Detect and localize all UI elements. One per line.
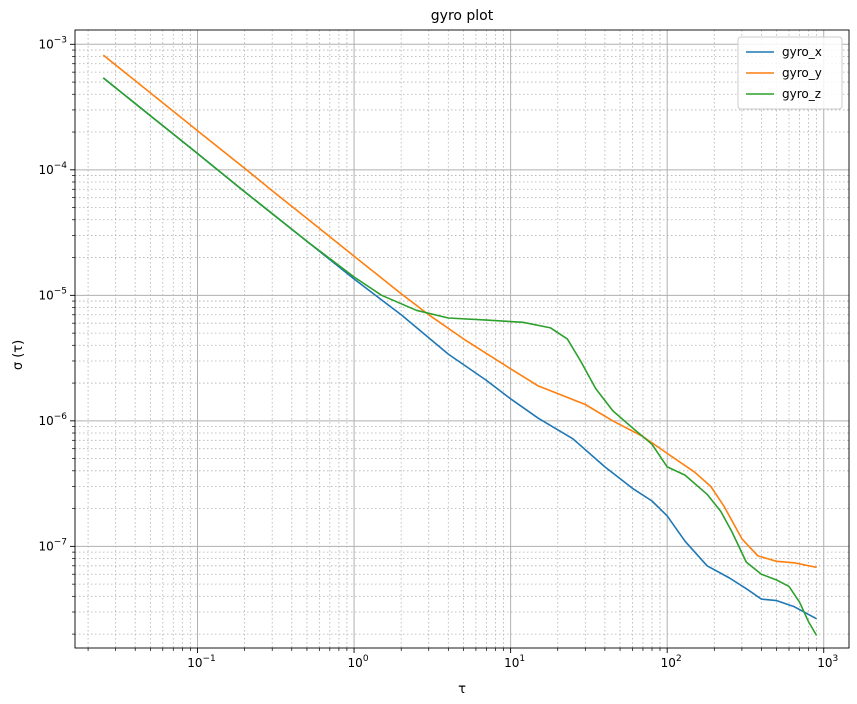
y-axis-label: σ (τ) (11, 340, 26, 370)
chart-title: gyro plot (431, 8, 494, 24)
x-tick-label: 103 (817, 654, 838, 670)
major-grid (75, 30, 849, 648)
x-tick-label: 10−1 (187, 654, 216, 670)
minor-grid (75, 30, 849, 648)
y-tick-label: 10−5 (38, 286, 67, 302)
y-tick-label: 10−6 (38, 412, 67, 428)
series-layer (102, 54, 818, 636)
legend-box (737, 36, 843, 110)
x-tick-label: 100 (348, 654, 369, 670)
tick-labels: 10−1 100 101 102 103 10−7 10−6 10−5 10−4 10−3 (38, 35, 838, 670)
y-tick-label: 10−7 (38, 537, 67, 553)
series-line-gyro-z (102, 77, 818, 636)
tick-marks (70, 43, 825, 653)
legend-label-gyro-x: gyro_x (782, 45, 822, 59)
legend: gyro_x gyro_y gyro_z (737, 36, 843, 110)
x-axis-label: τ (458, 682, 466, 697)
y-tick-label: 10−3 (38, 35, 67, 51)
legend-label-gyro-z: gyro_z (782, 87, 821, 101)
plot-frame (74, 29, 850, 649)
x-tick-label: 101 (504, 654, 525, 670)
x-tick-label: 102 (661, 654, 682, 670)
legend-label-gyro-y: gyro_y (782, 66, 822, 80)
series-line-gyro-y (102, 54, 817, 569)
y-tick-label: 10−4 (38, 161, 67, 177)
series-line-gyro-x (102, 77, 817, 620)
